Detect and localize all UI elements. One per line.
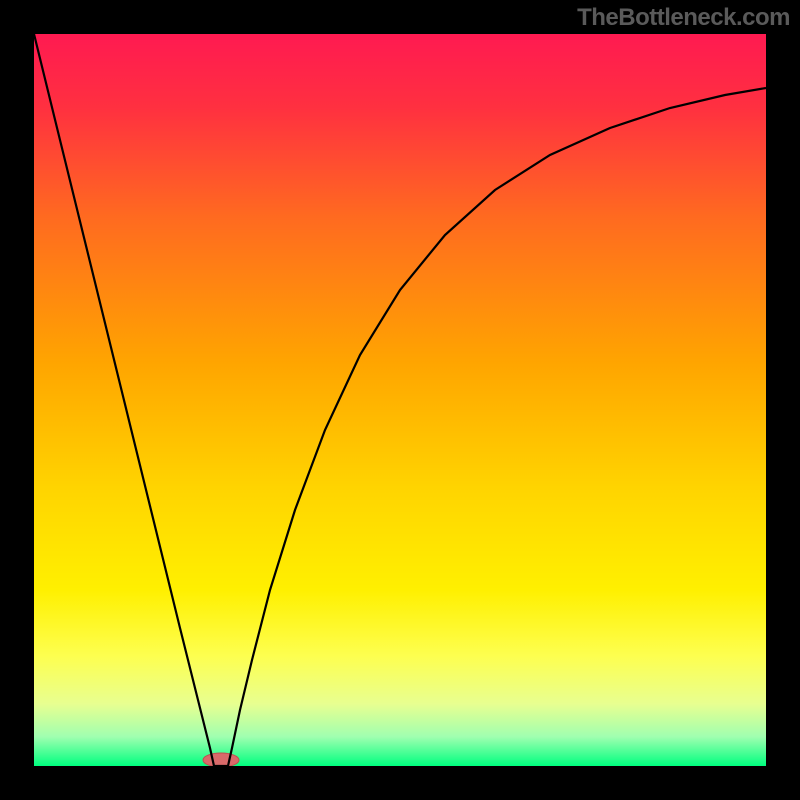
chart-container: TheBottleneck.com — [0, 0, 800, 800]
gradient-background — [34, 34, 766, 766]
watermark-text: TheBottleneck.com — [577, 4, 790, 32]
bottleneck-chart — [0, 0, 800, 800]
